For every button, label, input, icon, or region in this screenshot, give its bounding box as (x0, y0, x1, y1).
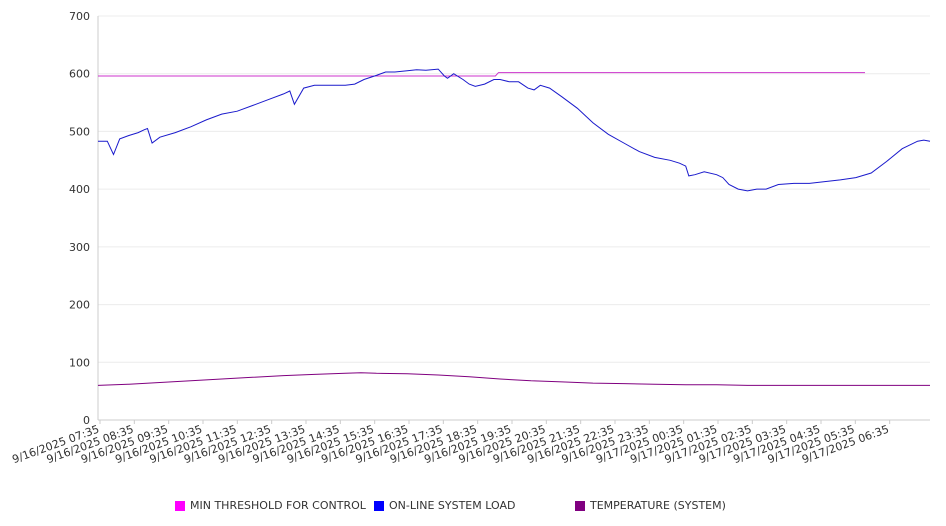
y-tick-label: 100 (69, 356, 90, 369)
series-lines (97, 68, 931, 386)
series-line-2 (98, 68, 931, 192)
y-tick-label: 0 (83, 414, 90, 427)
legend-swatch (374, 500, 384, 511)
x-tick-labels: 9/16/2025 07:359/16/2025 08:359/16/2025 … (10, 420, 891, 466)
legend-item: MIN THRESHOLD FOR CONTROL (175, 499, 366, 512)
legend-label: TEMPERATURE (SYSTEM) (590, 499, 726, 512)
legend-item: ON-LINE SYSTEM LOAD (374, 499, 515, 512)
legend-label: MIN THRESHOLD FOR CONTROL (190, 499, 366, 512)
legend-item: TEMPERATURE (SYSTEM) (575, 499, 726, 512)
y-tick-label: 600 (69, 68, 90, 81)
y-tick-label: 500 (69, 125, 90, 138)
series-line-1 (98, 72, 865, 77)
y-tick-label: 300 (69, 241, 90, 254)
y-tick-label: 700 (69, 10, 90, 23)
y-tick-label: 400 (69, 183, 90, 196)
y-tick-label: 200 (69, 299, 90, 312)
series-line-3 (97, 372, 930, 386)
legend-swatch (575, 500, 585, 511)
y-tick-labels: 0 100 200 300 400 500 600 700 (69, 10, 90, 427)
axes (97, 16, 930, 421)
legend-label: ON-LINE SYSTEM LOAD (389, 499, 516, 512)
legend-swatch (175, 500, 185, 511)
grid-lines (98, 15, 930, 363)
legend: MIN THRESHOLD FOR CONTROL ON-LINE SYSTEM … (0, 499, 946, 515)
